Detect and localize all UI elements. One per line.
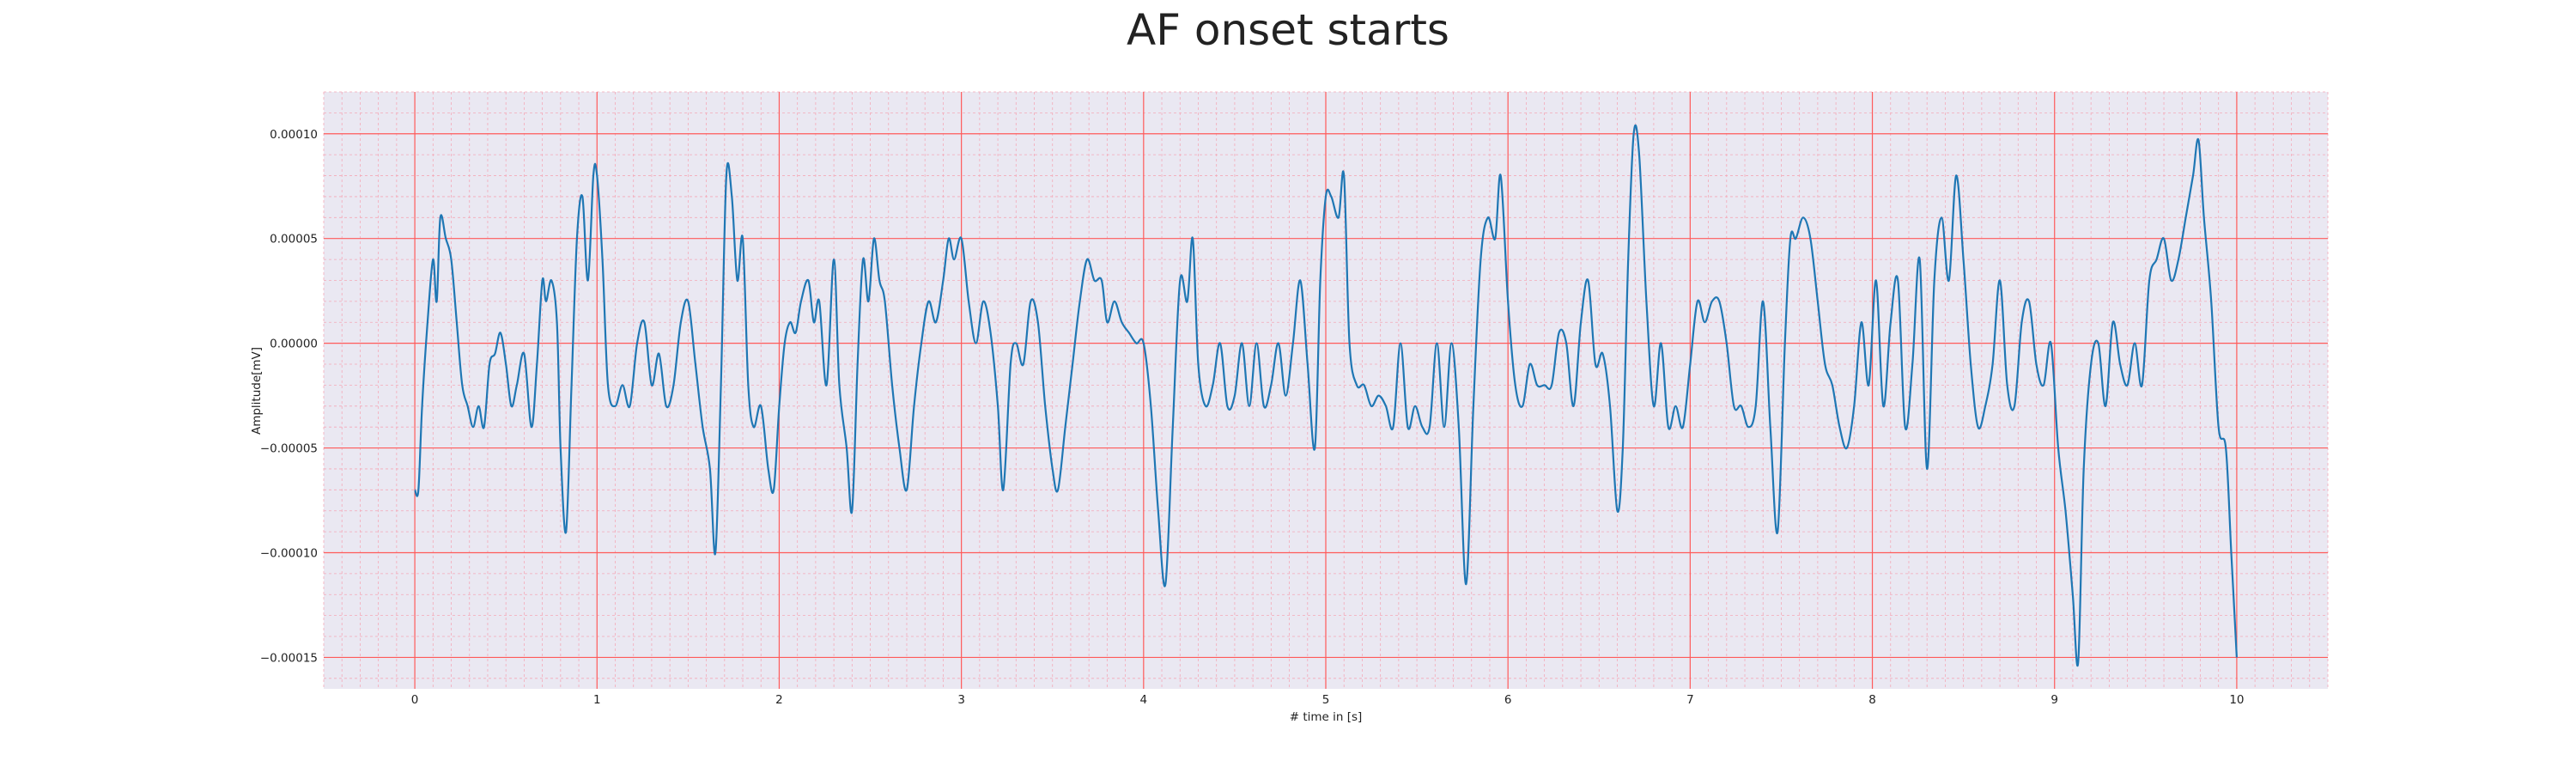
x-axis-label: # time in [s] bbox=[1290, 710, 1363, 724]
x-tick-label: 6 bbox=[1504, 693, 1512, 707]
x-tick-label: 2 bbox=[775, 693, 783, 707]
x-tick-label: 5 bbox=[1322, 693, 1330, 707]
y-tick-label: −0.00010 bbox=[260, 546, 318, 560]
x-tick-label: 7 bbox=[1686, 693, 1694, 707]
x-tick-label: 10 bbox=[2229, 693, 2244, 707]
series-group bbox=[414, 124, 2238, 667]
chart-title: AF onset starts bbox=[1127, 5, 1449, 55]
x-tick-label: 3 bbox=[957, 693, 965, 707]
y-tick-label: −0.00015 bbox=[260, 651, 318, 665]
y-tick-labels: 0.00010 0.00005 0.00000 −0.00005 −0.00010 −0.… bbox=[260, 128, 318, 666]
series-line bbox=[414, 124, 2238, 667]
y-tick-label: 0.00010 bbox=[270, 128, 318, 142]
major-grid-y bbox=[324, 133, 2328, 659]
x-tick-labels: 0 1 2 3 4 5 6 7 8 9 10 bbox=[411, 693, 2245, 707]
y-tick-label: 0.00005 bbox=[270, 233, 318, 247]
x-tick-label: 9 bbox=[2050, 693, 2058, 707]
x-tick-label: 0 bbox=[411, 693, 419, 707]
y-axis-label: Amplitude[mV] bbox=[250, 347, 264, 435]
y-tick-label: 0.00000 bbox=[270, 338, 318, 351]
x-tick-label: 4 bbox=[1140, 693, 1148, 707]
x-tick-label: 8 bbox=[1868, 693, 1876, 707]
y-tick-label: −0.00005 bbox=[260, 442, 318, 456]
x-tick-label: 1 bbox=[593, 693, 601, 707]
